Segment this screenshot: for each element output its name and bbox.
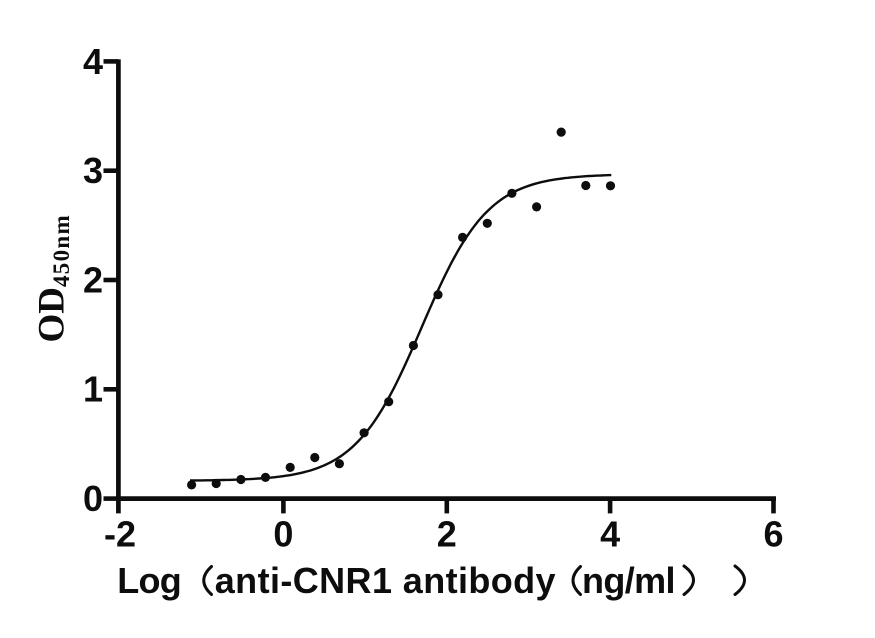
svg-text:4: 4: [600, 514, 620, 555]
svg-text:2: 2: [437, 514, 457, 555]
svg-text:0: 0: [273, 514, 293, 555]
svg-text:0: 0: [83, 478, 103, 519]
svg-text:4: 4: [83, 41, 103, 82]
svg-text:2: 2: [83, 259, 103, 300]
svg-text:-2: -2: [104, 514, 136, 555]
svg-text:3: 3: [83, 150, 103, 191]
svg-text:1: 1: [83, 369, 103, 410]
svg-text:6: 6: [763, 514, 783, 555]
